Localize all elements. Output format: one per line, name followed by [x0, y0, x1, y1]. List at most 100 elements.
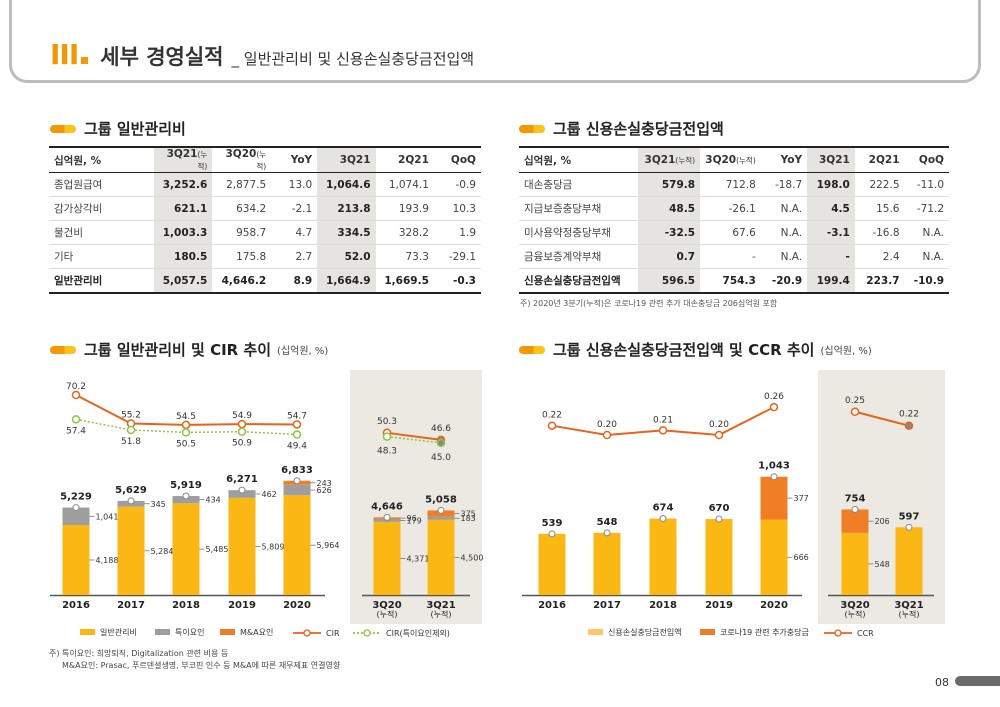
line-point	[602, 430, 612, 440]
segment-label: 243	[317, 479, 332, 488]
segment-label: 548	[875, 560, 890, 569]
legend-label: 일반관리비	[100, 627, 137, 637]
table-cell: 4.7	[271, 220, 318, 245]
cumulative-panel	[350, 370, 482, 624]
col-header: 십억원, %	[49, 146, 154, 173]
table-cell: 328.2	[375, 220, 434, 245]
col-header: 십억원, %	[519, 146, 639, 173]
bar-total-label: 674	[653, 503, 674, 514]
line-label: 55.2	[121, 411, 141, 421]
general-admin-cir-chart: 4,188 1,041 5,229 2016 5,284 345 5,629 2017 5,48…	[50, 370, 483, 638]
row-label: 기타	[49, 244, 154, 269]
legend-label: CIR	[326, 629, 340, 638]
x-tick-label: 2017	[593, 600, 621, 611]
bar-segment	[62, 507, 90, 525]
col-header: 2Q21	[375, 146, 434, 173]
line-label: 48.3	[377, 447, 397, 457]
table-cell: 67.6	[700, 220, 761, 245]
table-footnote: 주) 2020년 3분기(누적)은 코로나19 관련 추가 대손충당금 206십…	[520, 299, 778, 308]
table-cell: 2.4	[854, 244, 905, 269]
col-header: 3Q21	[317, 146, 376, 173]
segment-label: 4,188	[96, 556, 119, 565]
bar-top-marker	[72, 504, 80, 512]
col-header: 3Q21	[807, 146, 855, 173]
bar-total-label: 539	[542, 518, 563, 529]
table-cell: N.A.	[760, 196, 808, 221]
line-point	[71, 415, 81, 424]
table-cell: 754.3	[700, 268, 761, 294]
bar-top-marker	[383, 513, 391, 521]
left-table-title: 그룹 일반관리비	[50, 118, 186, 139]
col-header: 3Q20(누적)	[212, 146, 272, 173]
table-cell: 4,646.2	[212, 268, 272, 294]
bar-segment	[172, 503, 200, 595]
bar-total-label: 754	[845, 493, 866, 504]
table-cell: N.A.	[760, 220, 808, 245]
line-label: 54.9	[232, 411, 252, 421]
segment-label: 183	[461, 514, 476, 523]
table-cell: -71.2	[904, 196, 949, 221]
section-number: III	[50, 38, 79, 71]
line-label: 50.5	[176, 439, 196, 449]
line-label: 0.20	[709, 420, 729, 430]
table-cell: 223.7	[854, 268, 905, 294]
table-cell: 2.7	[271, 244, 318, 269]
page-number: 08	[935, 676, 949, 689]
bar-top-marker	[659, 515, 667, 523]
table-cell: 0.7	[638, 244, 701, 269]
bar-segment	[841, 509, 869, 533]
row-label: 감가상각비	[49, 196, 154, 221]
left-table-title-text: 그룹 일반관리비	[84, 120, 186, 138]
bar-total-label: 4,646	[371, 501, 403, 512]
table-row: 미사용약정충당부채 -32.5 67.6 N.A. -3.1 -16.8 N.A.	[519, 220, 949, 245]
row-label: 대손충당금	[519, 172, 639, 197]
legend-label: 코로나19 관련 추가충당금	[720, 627, 809, 637]
table-cell: -0.9	[433, 172, 481, 197]
bar-total-label: 670	[709, 503, 730, 514]
col-header: 2Q21	[854, 146, 905, 173]
page-bar	[955, 676, 1000, 686]
section-dot	[81, 57, 89, 64]
col-header: 3Q20(누적)	[700, 146, 761, 173]
table-cell: 3,252.6	[153, 172, 213, 197]
bar-segment	[841, 532, 869, 595]
x-tick-sublabel: (누적)	[431, 609, 452, 619]
left-chart-title: 그룹 일반관리비 및 CIR 추이 (십억원, %)	[50, 339, 328, 360]
bar-segment	[427, 516, 455, 520]
segment-label: 206	[875, 517, 890, 526]
line-point	[237, 419, 247, 429]
right-chart-title: 그룹 신용손실충당금전입액 및 CCR 추이 (십억원, %)	[519, 339, 872, 360]
line-label: 0.21	[653, 415, 673, 425]
line-label: 0.22	[542, 411, 562, 421]
table-row: 금융보증계약부채 0.7- N.A. -2.4 N.A.	[519, 244, 949, 269]
col-header: YoY	[271, 146, 318, 173]
row-label: 신용손실충당금전입액	[519, 268, 639, 294]
row-label: 미사용약정충당부채	[519, 220, 639, 245]
table-cell: 1,064.6	[317, 172, 376, 197]
table-cell: -29.1	[433, 244, 481, 269]
segment-label: 179	[407, 516, 422, 525]
line-label: 0.26	[764, 392, 784, 402]
bar-top-marker	[603, 529, 611, 537]
segment-label: 5,284	[151, 547, 174, 556]
col-header: QoQ	[904, 146, 949, 173]
right-table-title: 그룹 신용손실충당금전입액	[519, 118, 724, 139]
x-tick-label: 2017	[117, 600, 145, 611]
table-cell: 1,669.5	[375, 268, 434, 294]
line-label: 0.22	[899, 410, 919, 420]
x-tick-label: 3Q21	[894, 600, 923, 611]
table-row: 종업원급여 3,252.6 2,877.5 13.0 1,064.6 1,074.1 -0.…	[49, 172, 481, 197]
line-series	[386, 431, 442, 441]
bar-top-marker	[851, 505, 859, 513]
chart-footnote: 주) 특이요인: 희망퇴직, Digitalization 관련 비용 등 M&…	[49, 648, 340, 672]
segment-label: 375	[461, 510, 476, 519]
line-series	[854, 410, 910, 427]
line-point	[547, 421, 557, 430]
table-cell: 1,003.3	[153, 220, 213, 245]
bar-top-marker	[437, 506, 445, 514]
table-row: 감가상각비 621.1 634.2 -2.1 213.8 193.9 10.3	[49, 196, 481, 221]
table-cell: 13.0	[271, 172, 318, 197]
bar-total-label: 597	[899, 511, 920, 522]
general-admin-expense-table: 십억원, % 3Q21(누적) 3Q20(누적) YoY 3Q21 2Q21 Q…	[49, 146, 481, 294]
bar-total-label: 6,833	[281, 465, 313, 476]
